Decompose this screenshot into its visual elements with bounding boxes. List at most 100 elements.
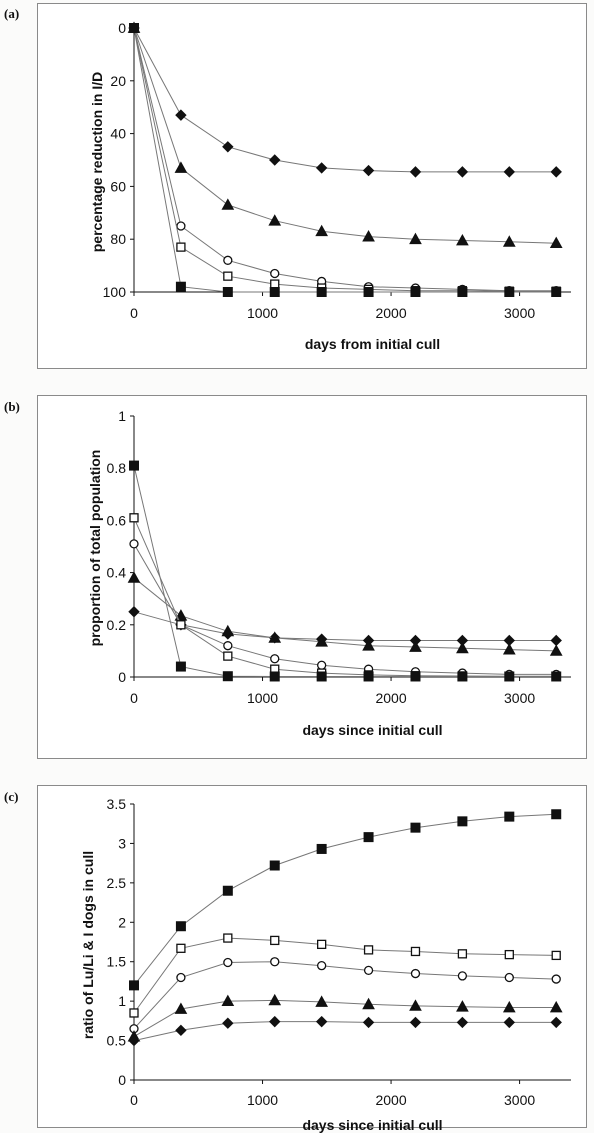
- panel-c-series-1-point: [551, 950, 561, 961]
- panel-c-series-4-point: [409, 1016, 422, 1029]
- panel-a-series-1-point: [502, 235, 516, 247]
- panel-b-series-0-line: [133, 611, 557, 641]
- panel-a-series-0-point: [269, 154, 281, 166]
- panel-c-series-0-point: [316, 843, 327, 854]
- panel-a-series-3-point: [176, 242, 186, 252]
- panel-a-x-axis-title: days from initial cull: [305, 336, 440, 352]
- panel-b-series-4-point: [316, 671, 327, 682]
- panel-a-series-0-point: [175, 109, 187, 121]
- panel-c-x-axis-title: days since initial cull: [302, 1117, 442, 1133]
- panel-b-series-1-point: [127, 571, 141, 583]
- panel-c-series-4-point: [503, 1016, 516, 1029]
- panel-b-series-4-point: [175, 661, 186, 672]
- panel-a-series-2-point: [270, 268, 280, 279]
- panel-b-series-4-point: [269, 671, 280, 682]
- panel-b-series-1-line: [133, 577, 557, 652]
- panel-c-series-2-point: [176, 972, 186, 983]
- panel-c-series-2-point: [363, 965, 374, 976]
- panel-c-series-4-point: [456, 1016, 469, 1029]
- panel-c-series-0-point: [129, 980, 139, 991]
- panel-a-series-1-line: [133, 27, 557, 244]
- panel-b-series-1-point: [315, 635, 329, 647]
- panel-c-series-3-point: [315, 995, 329, 1007]
- panel-b-x-tick-label: 1000: [247, 690, 278, 706]
- panel-c-series-1-point: [410, 946, 421, 957]
- panel-a-y-tick-label: 40: [110, 126, 126, 142]
- panel-a-series-4-point: [363, 287, 374, 297]
- panel-b-series-3-point: [176, 620, 186, 630]
- panel-c-frame: [37, 785, 587, 1128]
- panel-c-y-tick-label: 2: [118, 914, 126, 930]
- panel-b-series-2-point: [129, 539, 139, 549]
- panel-a-letter: (a): [4, 6, 20, 21]
- panel-c-series-0-line: [133, 813, 557, 986]
- panel-b-series-1-point: [362, 639, 375, 651]
- panel-a-series-4-point: [504, 287, 515, 297]
- panel-c-series-4-point: [128, 1034, 140, 1047]
- panel-c-series-2-point: [551, 974, 561, 984]
- panel-a-series-2-point: [223, 255, 233, 265]
- panel-c-series-2-point: [270, 957, 280, 967]
- panel-c-series-3-point: [221, 994, 235, 1007]
- panel-a-series-1-point: [174, 161, 188, 173]
- panel-c-series-0-point: [410, 822, 421, 833]
- panel-a-series-1-point: [221, 198, 235, 210]
- panel-c-series-1-point: [317, 939, 327, 950]
- panel-a-series-0-point: [315, 162, 328, 174]
- panel-c-series-2-point: [317, 961, 327, 971]
- panel-a-series-3-point: [223, 271, 233, 281]
- panel-b-x-tick-label: 3000: [504, 690, 535, 706]
- panel-c-series-0-point: [504, 811, 515, 822]
- panel-a-x-tick-label: 0: [130, 305, 138, 321]
- panel-b-series-1-point: [502, 643, 516, 655]
- panel-a-series-0-line: [133, 27, 557, 173]
- panel-c-y-tick-label: 1: [118, 993, 126, 1009]
- panel-b-y-tick-label: 0.6: [107, 512, 127, 528]
- panel-a-series-1-point: [362, 230, 375, 242]
- panel-c-y-tick-label: 2.5: [107, 875, 127, 891]
- panel-c-series-0-point: [222, 885, 233, 896]
- panel-b-series-2-point: [223, 641, 233, 651]
- panel-a-series-4-point: [222, 287, 233, 297]
- panel-a-series-2-point: [176, 221, 186, 231]
- panel-a-y-tick-label: 100: [103, 284, 127, 300]
- panel-c-x-tick-label: 2000: [375, 1092, 406, 1108]
- panel-c-series-4-point: [550, 1016, 562, 1029]
- panel-c-series-2-point: [410, 968, 421, 979]
- panel-b-series-1-point: [409, 640, 422, 652]
- panel-c-y-tick-label: 0: [118, 1072, 126, 1088]
- panel-c-series-3-point: [456, 1000, 469, 1012]
- panel-b-series-4-point: [504, 671, 515, 682]
- panel-a-series-4-point: [316, 287, 327, 297]
- panel-c-series-4-point: [362, 1016, 375, 1029]
- panel-b-frame: [37, 395, 587, 759]
- panel-c-series-2-point: [223, 957, 233, 968]
- panel-a-series-1-point: [268, 214, 282, 226]
- panel-c-x-tick-label: 0: [130, 1092, 138, 1108]
- panel-b-y-tick-label: 0.4: [107, 565, 127, 581]
- panel-a-x-tick-label: 3000: [504, 305, 535, 321]
- panel-c-series-3-point: [502, 1000, 516, 1013]
- panel-c-series-3-point: [409, 999, 422, 1011]
- panel-a-series-4-point: [410, 287, 421, 297]
- panel-c-series-1-point: [223, 933, 233, 943]
- panel-b-x-tick-label: 0: [130, 690, 138, 706]
- panel-b-series-0-point: [128, 606, 140, 618]
- panel-c-series-1-point: [176, 943, 186, 953]
- panel-c-series-0-point: [269, 860, 280, 871]
- panel-b-series-4-point: [410, 671, 421, 682]
- panel-b-y-tick-label: 0.8: [107, 460, 127, 476]
- panel-c-y-tick-label: 0.5: [107, 1033, 127, 1049]
- panel-b-series-1-point: [549, 644, 563, 656]
- panel-a-series-0-point: [362, 164, 375, 177]
- panel-b-series-1-point: [268, 631, 282, 643]
- panel-c-series-2-line: [133, 961, 557, 1030]
- panel-a-y-axis-title: percentage reduction in I/D: [89, 72, 105, 252]
- panel-c-y-tick-label: 3: [118, 835, 126, 851]
- panel-c-series-1-point: [504, 949, 514, 960]
- panel-a-series-4-line: [133, 27, 557, 293]
- panel-a-x-tick-label: 1000: [247, 305, 278, 321]
- panel-b-series-4-point: [551, 671, 562, 682]
